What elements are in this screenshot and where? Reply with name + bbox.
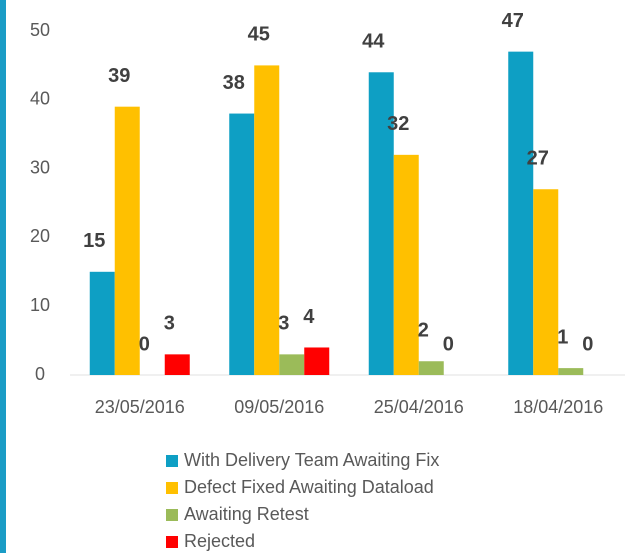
bar [114,106,140,376]
data-label: 15 [83,230,105,252]
legend-label: Awaiting Retest [184,504,309,524]
x-tick-label: 09/05/2016 [234,397,324,417]
data-label: 27 [527,148,549,170]
bar [393,154,419,375]
bar [533,189,559,375]
legend-label: Defect Fixed Awaiting Dataload [184,477,434,497]
y-tick-label: 40 [30,89,50,109]
bar [89,271,115,375]
legend-swatch [166,482,178,494]
x-tick-label: 25/04/2016 [374,397,464,417]
bar [254,65,280,376]
bar [279,354,305,375]
data-label: 39 [108,65,130,87]
bar [164,354,190,375]
legend-swatch [166,509,178,521]
left-border [0,0,6,553]
data-label: 45 [248,24,270,46]
legend-swatch [166,536,178,548]
data-label: 47 [502,10,524,32]
legend-label: Rejected [184,531,255,551]
data-label: 4 [303,306,315,328]
y-tick-label: 10 [30,295,50,315]
bar [229,113,255,375]
x-tick-label: 23/05/2016 [95,397,185,417]
legend-label: With Delivery Team Awaiting Fix [184,450,439,470]
data-label: 32 [387,113,409,135]
y-tick-label: 50 [30,20,50,40]
bar [558,368,584,375]
bar [508,51,534,375]
data-label: 0 [582,333,593,355]
data-label: 0 [443,333,454,355]
data-label: 0 [139,333,150,355]
data-label: 3 [164,313,175,335]
data-label: 1 [557,326,568,348]
bar [368,72,394,375]
data-label: 44 [362,31,385,53]
data-label: 3 [278,313,289,335]
y-tick-label: 20 [30,226,50,246]
legend-swatch [166,455,178,467]
y-tick-label: 0 [35,364,45,384]
bar [304,347,330,375]
data-label: 38 [223,72,245,94]
x-tick-label: 18/04/2016 [513,397,603,417]
y-tick-label: 30 [30,157,50,177]
bar [418,361,444,375]
data-label: 2 [418,320,429,342]
